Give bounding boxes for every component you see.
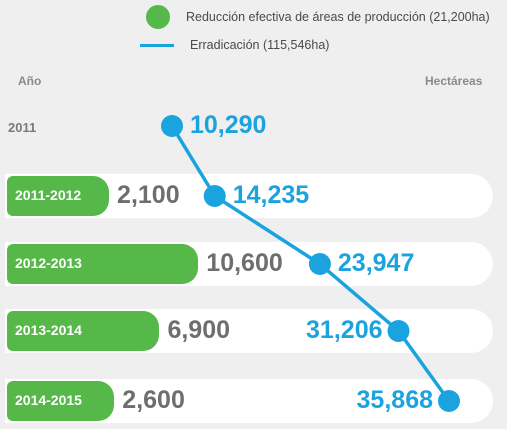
eradication-point bbox=[161, 115, 183, 137]
legend-label-reduction: Reducción efectiva de áreas de producció… bbox=[186, 10, 490, 24]
eradication-value-label: 23,947 bbox=[337, 249, 415, 277]
hectares-column-header: Hectáreas bbox=[425, 74, 483, 88]
eradication-value-label: 31,206 bbox=[306, 316, 383, 344]
legend-item-eradication: Erradicación (115,546ha) bbox=[140, 38, 330, 52]
legend-item-reduction: Reducción efectiva de áreas de producció… bbox=[146, 5, 490, 29]
reduction-bar bbox=[7, 311, 160, 351]
blue-line-icon bbox=[140, 43, 174, 47]
eradication-value-label: 35,868 bbox=[356, 386, 433, 414]
year-column-header: Año bbox=[18, 74, 42, 88]
reduction-value-label: 6,900 bbox=[167, 316, 230, 344]
year-label: 2012-2013 bbox=[15, 255, 82, 271]
legend-label-eradication: Erradicación (115,546ha) bbox=[190, 38, 330, 52]
reduction-bar bbox=[7, 244, 199, 284]
reduction-value-label: 2,600 bbox=[122, 386, 185, 414]
year-label: 2011 bbox=[8, 120, 37, 135]
eradication-point bbox=[387, 320, 410, 342]
reduction-value-label: 10,600 bbox=[206, 249, 283, 277]
eradication-value-label: 10,290 bbox=[190, 111, 267, 139]
year-label: 2014-2015 bbox=[15, 392, 82, 408]
green-circle-icon bbox=[146, 5, 170, 29]
reduction-bar bbox=[7, 176, 110, 216]
eradication-point bbox=[308, 253, 331, 275]
year-label: 2013-2014 bbox=[15, 322, 82, 338]
eradication-point bbox=[203, 185, 226, 207]
year-label: 2011-2012 bbox=[15, 187, 82, 203]
reduction-value-label: 2,100 bbox=[117, 181, 180, 209]
eradication-value-label: 14,235 bbox=[232, 181, 310, 209]
eradication-point bbox=[438, 390, 460, 412]
reduction-bar bbox=[7, 381, 115, 421]
